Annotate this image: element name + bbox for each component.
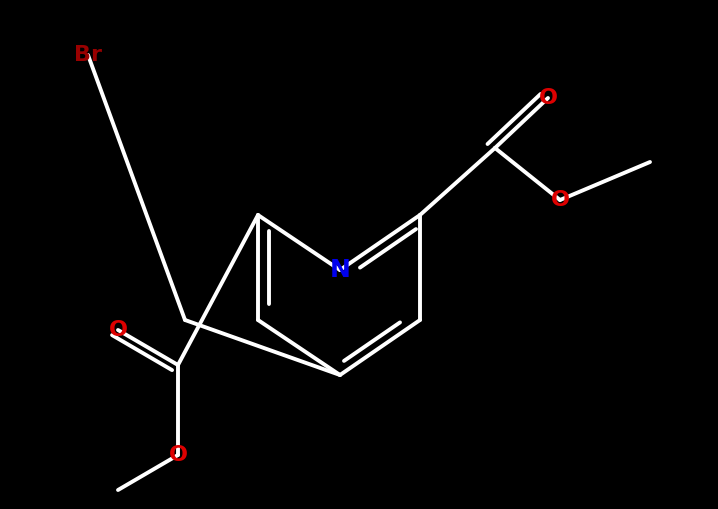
Text: O: O (108, 320, 128, 340)
Text: O: O (538, 88, 557, 108)
Text: O: O (551, 190, 569, 210)
Text: O: O (169, 445, 187, 465)
Text: Br: Br (74, 45, 102, 65)
Text: N: N (330, 258, 350, 282)
